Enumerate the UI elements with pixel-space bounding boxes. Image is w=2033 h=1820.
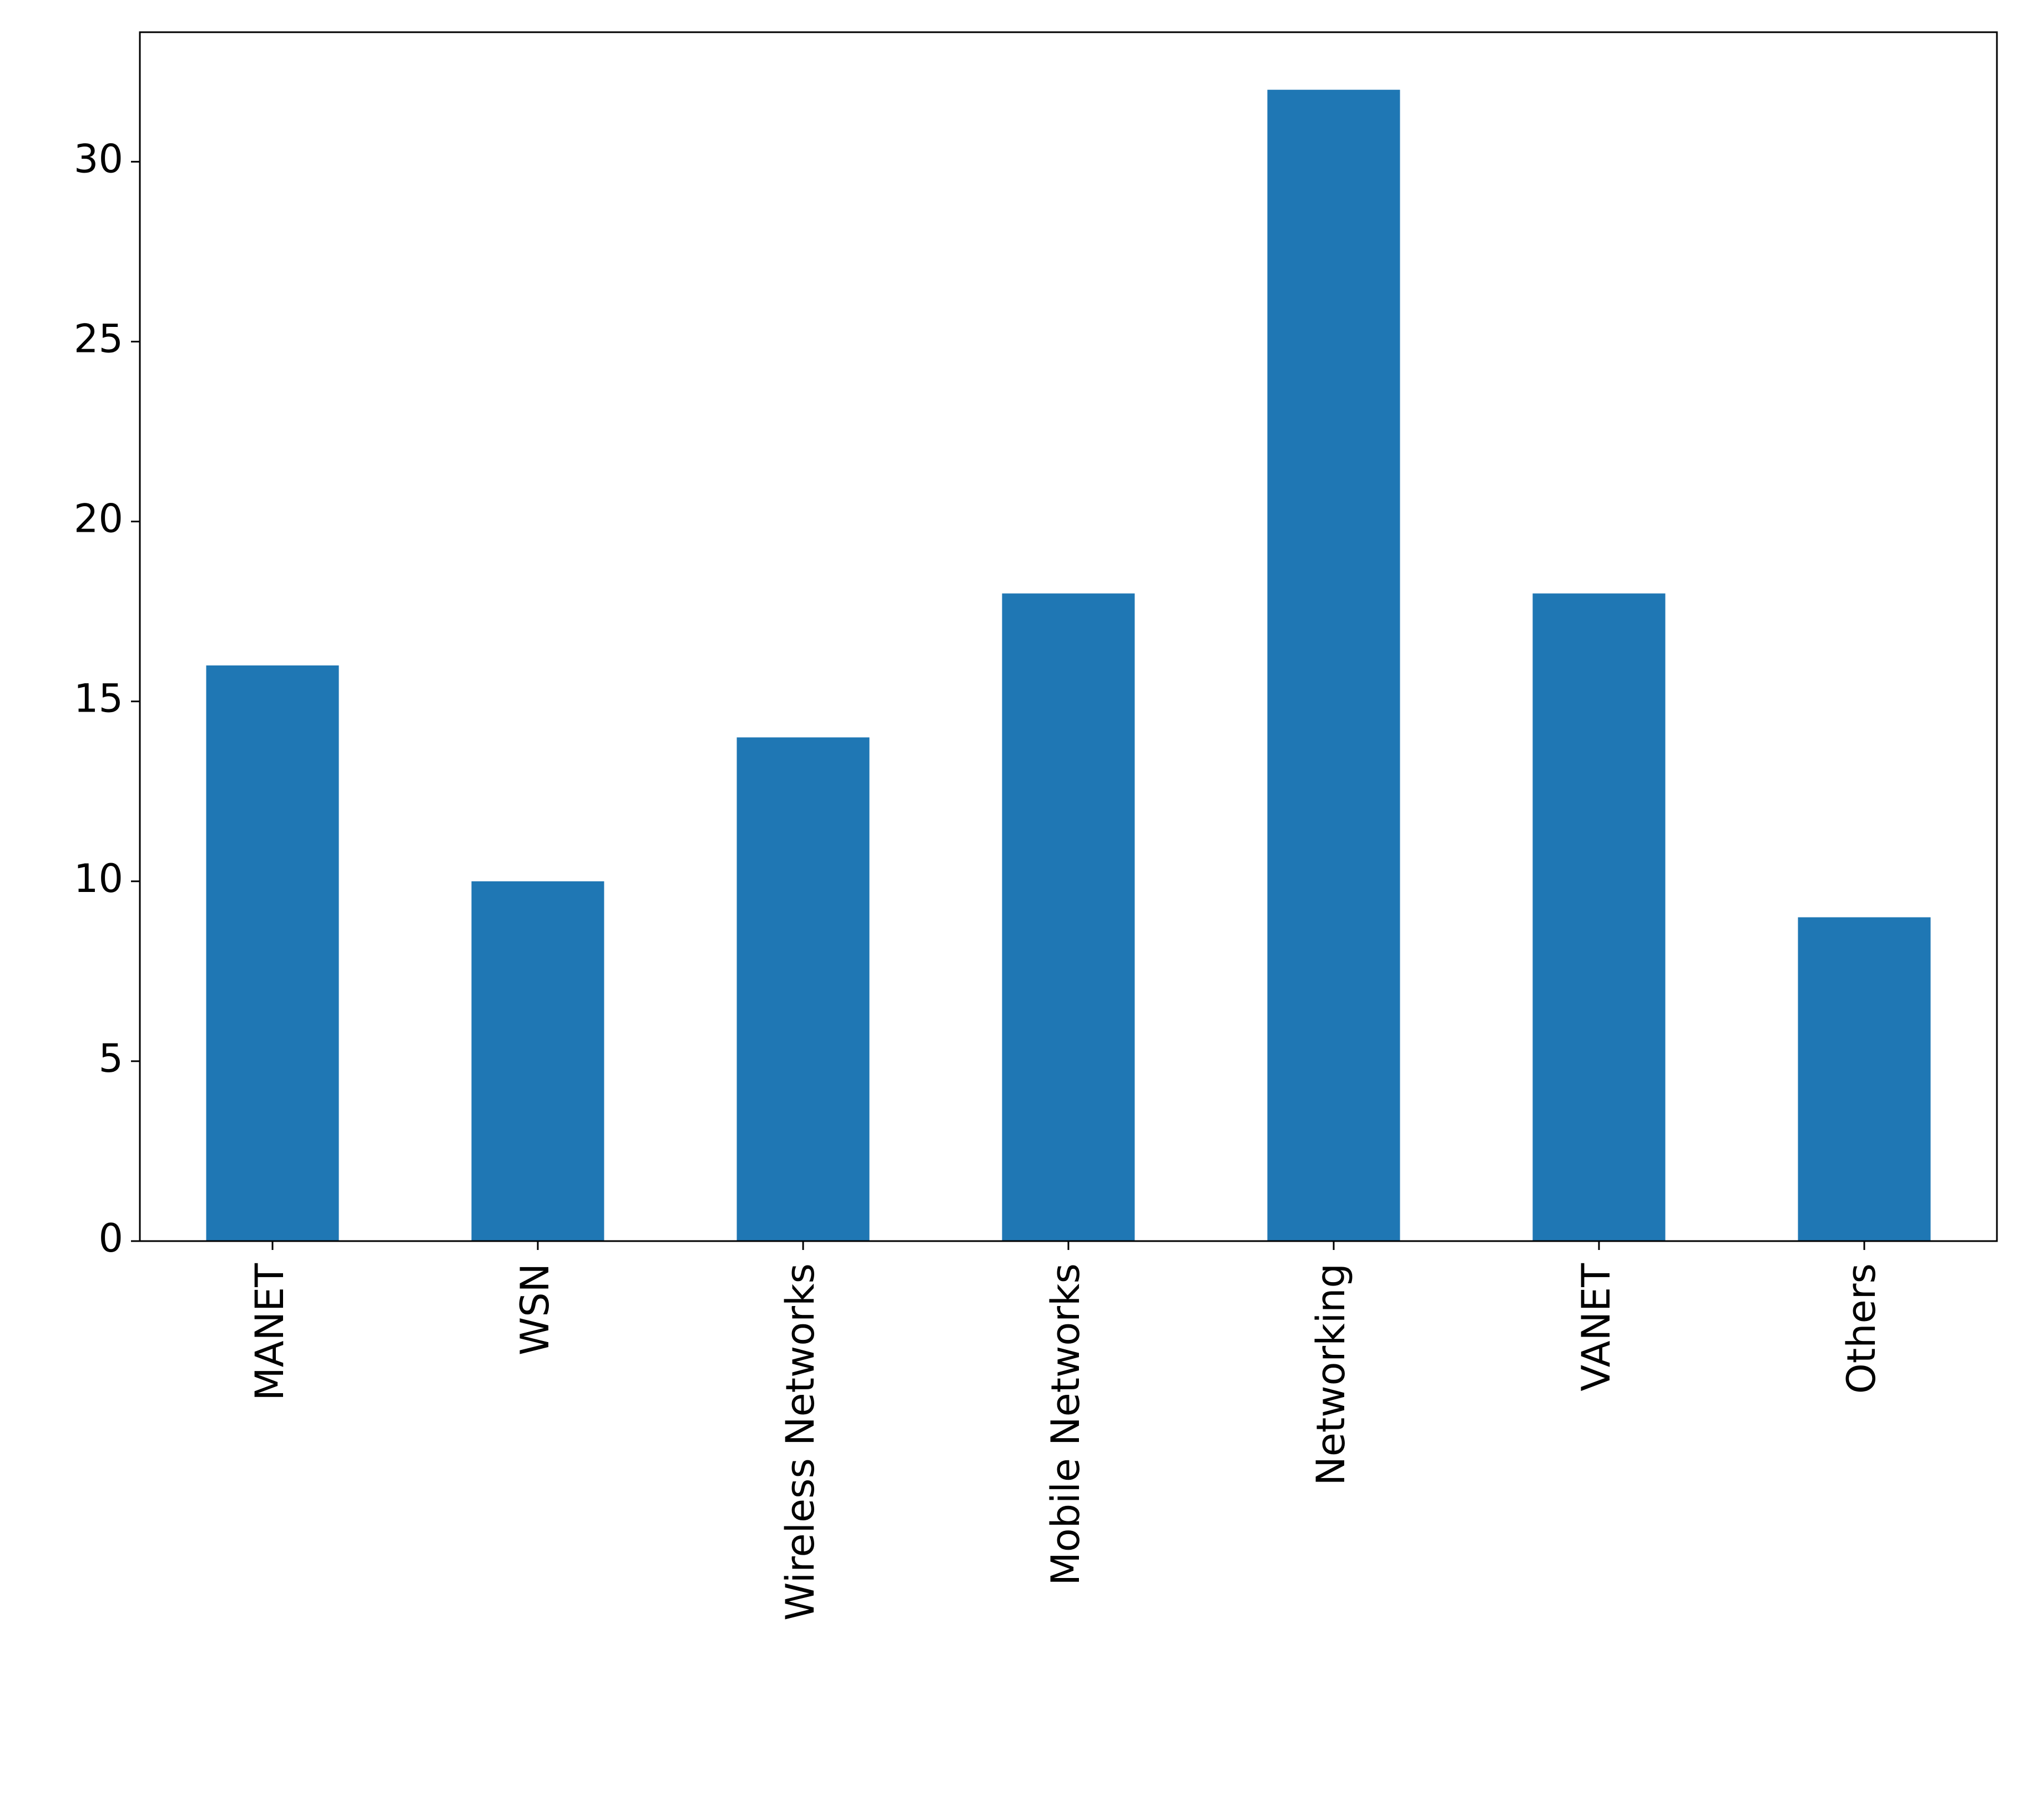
x-tick-label: Wireless Networks <box>778 1263 823 1621</box>
y-tick-label: 5 <box>98 1036 123 1081</box>
bar <box>1798 917 1931 1241</box>
y-tick-label: 20 <box>74 496 123 542</box>
x-tick-label: WSN <box>512 1263 558 1355</box>
bar <box>471 881 604 1241</box>
bar <box>1002 593 1135 1241</box>
bar <box>1532 593 1666 1241</box>
x-tick-label: Networking <box>1308 1263 1354 1486</box>
x-tick-label: MANET <box>247 1263 292 1401</box>
y-tick-label: 25 <box>74 316 123 361</box>
y-tick-label: 15 <box>74 676 123 722</box>
bar <box>206 665 339 1241</box>
y-tick-label: 10 <box>74 856 123 901</box>
x-tick-label: Mobile Networks <box>1043 1263 1088 1586</box>
bar <box>1267 89 1400 1241</box>
x-tick-label: Others <box>1839 1263 1884 1394</box>
x-tick-label: VANET <box>1573 1263 1619 1392</box>
plot-frame <box>139 31 1998 1242</box>
y-tick-label: 30 <box>74 136 123 182</box>
y-tick-label: 0 <box>98 1216 123 1261</box>
bar <box>736 737 870 1241</box>
